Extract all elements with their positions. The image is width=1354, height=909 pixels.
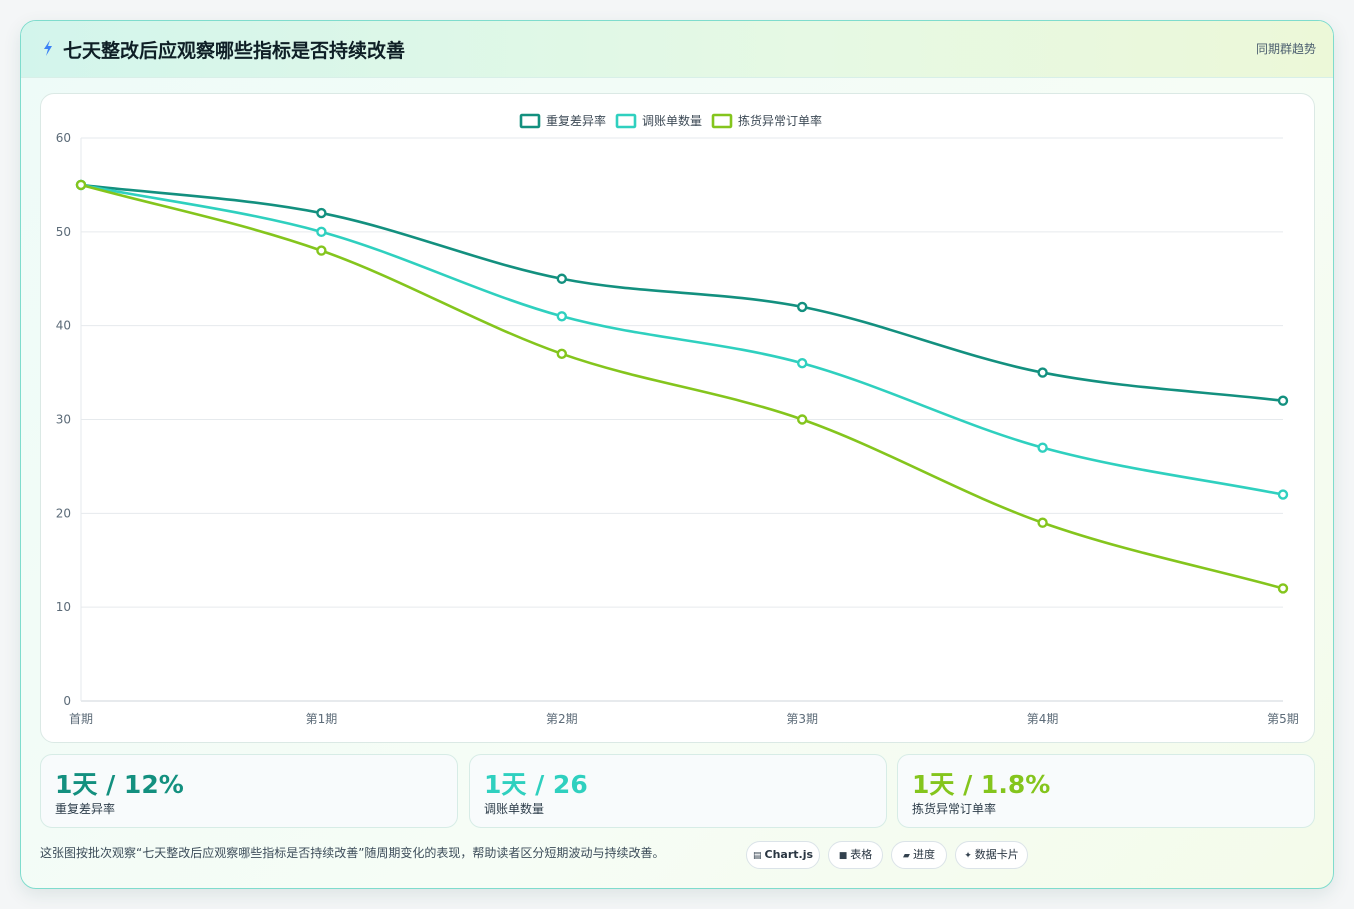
data-point	[797, 301, 808, 313]
data-point	[316, 207, 327, 219]
stat-label: 重复差异率	[55, 802, 116, 816]
chart-icon: ▤	[752, 851, 762, 861]
stat-label: 调账单数量	[484, 802, 545, 816]
data-point	[797, 358, 808, 369]
progress-icon: ▰	[903, 851, 910, 861]
chart-footnote: 这张图按批次观察“七天整改后应观察哪些指标是否持续改善”随周期变化的表现，帮助读…	[40, 846, 665, 860]
y-tick-label: 20	[56, 506, 71, 520]
stat-card-adjustments: 1天 / 26 调账单数量	[469, 754, 887, 828]
x-tick-label: 第2期	[546, 712, 578, 726]
legend-label: 拣货异常订单率	[738, 113, 822, 128]
legend-swatch	[519, 113, 541, 129]
chart-panel: 0 10 20 30 40 50 60 首期 第1期 第2期 第3期 第4期 第5期 重复差异率 调账单数量…	[40, 93, 1315, 743]
data-point	[1037, 367, 1048, 378]
y-tick-label: 10	[56, 600, 71, 614]
legend-swatch	[711, 113, 733, 129]
stat-card-picking-errors: 1天 / 1.8% 拣货异常订单率	[897, 754, 1315, 828]
card-title: 七天整改后应观察哪些指标是否持续改善	[63, 40, 406, 62]
trend-card: 七天整改后应观察哪些指标是否持续改善 同期群趋势 0 10 20 30 40 50 60 首期…	[20, 20, 1334, 889]
data-point	[556, 311, 567, 322]
series-line	[80, 183, 1284, 590]
legend-label: 重复差异率	[546, 113, 606, 128]
chip-label: 表格	[850, 848, 873, 861]
y-tick-label: 30	[56, 413, 71, 427]
x-tick-label: 首期	[69, 712, 93, 726]
line-chart: 0 10 20 30 40 50 60 首期 第1期 第2期 第3期 第4期 第5期 重复差异率 调账单数量…	[56, 113, 1299, 726]
sparkle-icon: ✦	[964, 851, 972, 861]
y-tick-label: 40	[56, 319, 71, 333]
chip-label: 数据卡片	[974, 848, 1019, 861]
table-icon: ■	[838, 851, 848, 861]
data-point	[556, 348, 567, 360]
chart-type-tag: 同期群趋势	[1255, 42, 1316, 56]
chip-chartjs[interactable]: ▤ Chart.js	[746, 841, 820, 869]
y-tick-label: 0	[63, 694, 71, 708]
data-point	[1277, 489, 1289, 500]
x-tick-label: 第3期	[786, 712, 818, 726]
stat-card-repeat-diff: 1天 / 12% 重复差异率	[40, 754, 458, 828]
series-line	[80, 183, 1284, 496]
data-point	[316, 245, 327, 256]
stat-label: 拣货异常订单率	[912, 802, 997, 816]
data-point	[316, 226, 327, 238]
stat-value: 1天 / 1.8%	[912, 770, 1051, 799]
card-header: 七天整改后应观察哪些指标是否持续改善 同期群趋势	[21, 21, 1333, 78]
legend-label: 调账单数量	[642, 113, 702, 128]
legend-swatch	[615, 113, 637, 129]
stat-value: 1天 / 12%	[55, 770, 184, 799]
x-tick-label: 第1期	[306, 712, 338, 726]
data-point	[797, 414, 808, 425]
data-point	[1277, 583, 1289, 594]
series-line	[80, 183, 1284, 403]
chip-data-card[interactable]: ✦ 数据卡片	[955, 841, 1028, 869]
lightning-icon	[44, 40, 52, 56]
x-tick-label: 第4期	[1027, 712, 1059, 726]
stat-value: 1天 / 26	[484, 770, 588, 799]
x-tick-label: 第5期	[1267, 712, 1299, 726]
y-tick-label: 60	[56, 131, 71, 145]
chip-progress[interactable]: ▰ 进度	[891, 841, 947, 869]
data-point	[1277, 395, 1289, 406]
data-point	[556, 273, 567, 284]
data-point	[1037, 442, 1048, 453]
data-point	[1037, 517, 1048, 528]
chip-table[interactable]: ■ 表格	[828, 841, 883, 869]
chip-label: Chart.js	[764, 848, 814, 861]
data-point	[75, 179, 87, 191]
chip-label: 进度	[912, 848, 935, 861]
y-tick-label: 50	[56, 225, 71, 239]
